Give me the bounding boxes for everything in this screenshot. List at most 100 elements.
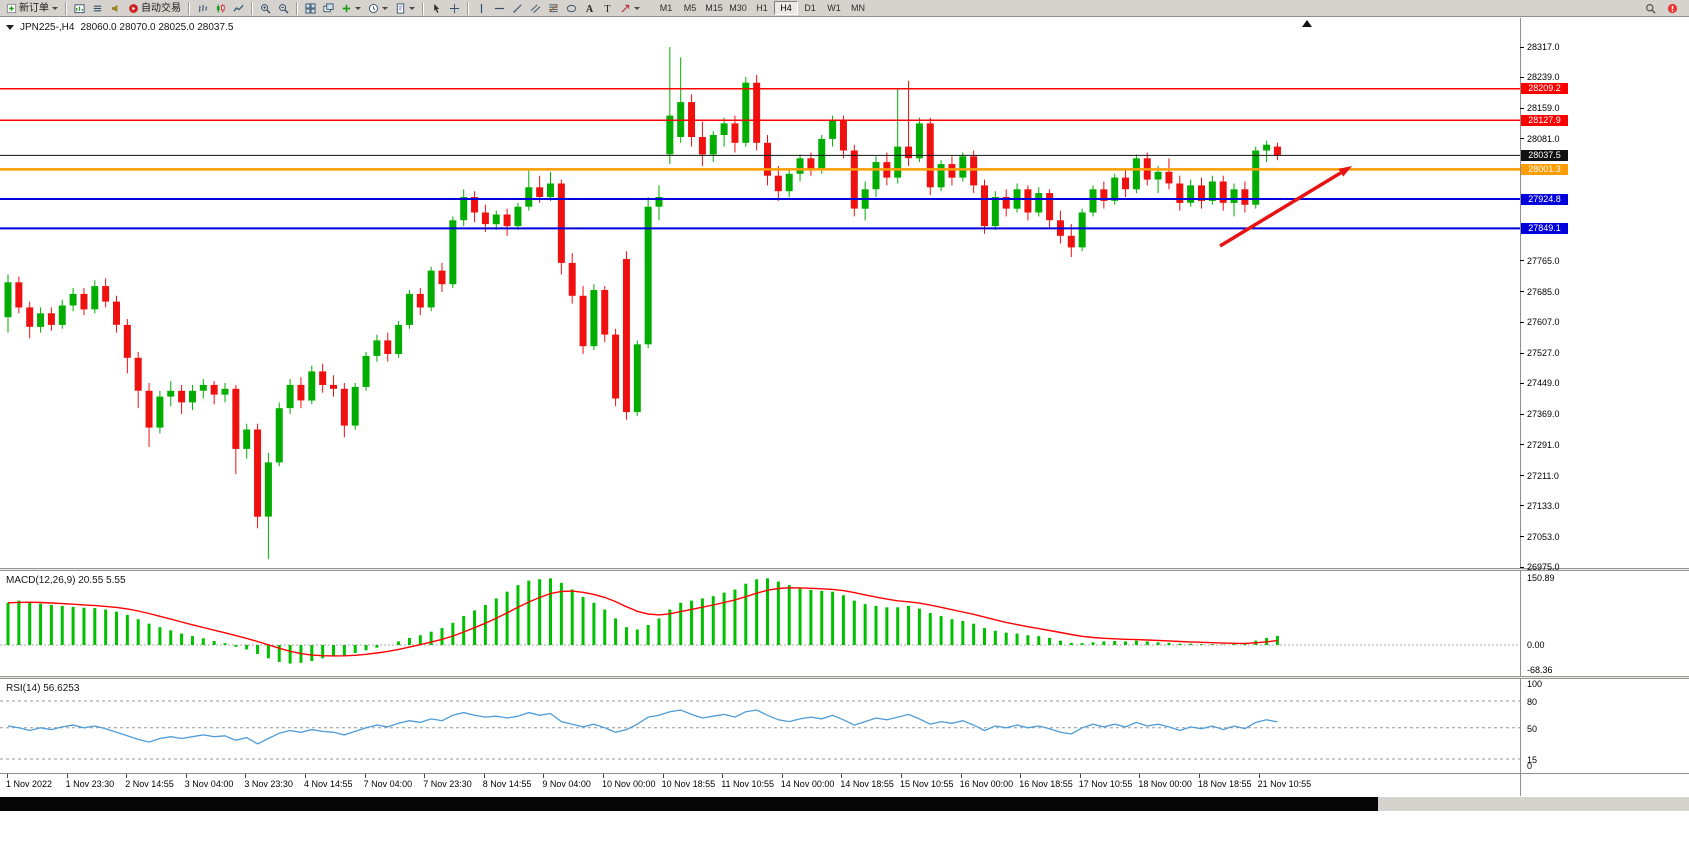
candle [1035,187,1043,217]
candle [742,76,750,147]
candle [612,328,620,407]
new-chart-button[interactable] [338,1,364,16]
candle [275,402,283,467]
candle [850,144,858,217]
rsi-axis-label: 0 [1527,761,1533,771]
dropdown-caret-icon[interactable] [382,6,388,10]
time-tick-mark [960,774,962,778]
vertical-line-button[interactable] [473,1,490,16]
candle [232,384,240,475]
arrows-button[interactable] [617,1,643,16]
clock-icon [368,3,379,14]
horizontal-line-button[interactable] [491,1,508,16]
dropdown-caret-icon[interactable] [355,6,361,10]
timeframe-m5[interactable]: M5 [683,3,697,13]
time-tick-mark [662,774,664,778]
alerts-button[interactable] [107,1,124,16]
dropdown-caret-icon[interactable] [52,6,58,10]
trend-icon [512,3,523,14]
cursor-button[interactable] [428,1,445,16]
candle [1024,185,1032,221]
zoom-out-button[interactable] [275,1,292,16]
auto-arrange-button[interactable] [320,1,337,16]
candle [1089,185,1097,217]
timeframe-m1[interactable]: M1 [659,3,673,13]
timeframe-d1[interactable]: D1 [804,3,816,13]
crosshair-button[interactable] [446,1,463,16]
fibonacci-button[interactable] [545,1,562,16]
candle [471,191,479,223]
time-tick-mark [7,774,8,778]
candle [894,88,902,184]
text-label-button[interactable]: T [599,1,616,16]
chart-window-button[interactable] [71,1,88,16]
candle [254,423,262,529]
tile-windows-button[interactable] [302,1,319,16]
line-chart-button[interactable] [230,1,247,16]
candle [308,365,316,405]
time-tick-label: 1 Nov 2022 [6,779,53,789]
candle [319,363,327,393]
new-order-button[interactable]: 新订单 [3,1,61,16]
price-level-badge: 27924.8 [1521,193,1568,205]
candle [134,352,142,409]
price-level-badge: 28001.3 [1521,163,1568,175]
equidistant-channel-button[interactable] [527,1,544,16]
price-tick-mark [1520,536,1524,538]
candle [1219,175,1227,211]
autoscroll-marker-icon[interactable] [1302,20,1312,27]
templates-button[interactable] [392,1,418,16]
chart-symbol-period: JPN225-,H4 [20,22,75,33]
candle [449,216,457,289]
text-button[interactable]: A [581,1,598,16]
horizontal-scrollbar[interactable] [0,797,1378,811]
toolbar-separator [251,1,253,15]
candle [915,117,923,163]
trend-arrow-annotation[interactable] [1219,166,1352,248]
panel-splitter[interactable] [0,568,1689,571]
candle [69,288,77,312]
price-level-badge: 28209.2 [1521,83,1568,95]
panel-splitter[interactable] [0,676,1689,679]
zoom-in-button[interactable] [257,1,274,16]
dropdown-caret-icon[interactable] [409,6,415,10]
candle [1111,173,1119,205]
bars-icon [197,3,208,14]
candle [210,381,218,405]
price-tick-label: 27211.0 [1527,470,1559,481]
shapes-button[interactable] [563,1,580,16]
timeframe-h1[interactable]: H1 [756,3,768,13]
timeframe-m15[interactable]: M15 [705,3,723,13]
arrange-icon [323,2,334,14]
rsi-axis-label: 100 [1527,679,1543,690]
price-tick-label: 27449.0 [1527,378,1560,389]
alerts-icon [110,3,121,14]
candle [1078,208,1086,252]
candlestick-chart-button[interactable] [212,1,229,16]
time-tick-mark [1139,774,1141,778]
price-tick-mark [1520,475,1524,477]
search-button[interactable] [1642,1,1659,16]
candle [362,352,370,391]
bell-red-icon [1667,3,1678,14]
timeframe-w1[interactable]: W1 [827,3,841,13]
price-tick-label: 27765.0 [1527,255,1560,266]
candle [340,383,348,438]
trendline-button[interactable] [509,1,526,16]
profiles-button[interactable] [89,1,106,16]
fibo-icon [548,3,559,14]
timeframe-m30[interactable]: M30 [729,3,747,13]
periods-button[interactable] [365,1,391,16]
dropdown-caret-icon[interactable] [634,6,640,10]
timeframe-mn[interactable]: MN [851,3,865,13]
autotrading-button[interactable]: 自动交易 [125,1,184,16]
macd-panel [0,571,1520,676]
time-tick-label: 16 Nov 18:55 [1019,779,1073,789]
time-tick-label: 17 Nov 10:55 [1078,779,1133,789]
macd-axis-label: 150.89 [1527,573,1555,583]
notifications-button[interactable] [1664,1,1681,16]
bar-chart-button[interactable] [194,1,211,16]
timeframe-h4[interactable]: H4 [774,1,798,15]
candle [1046,189,1054,228]
chart-menu-icon[interactable] [6,25,14,30]
